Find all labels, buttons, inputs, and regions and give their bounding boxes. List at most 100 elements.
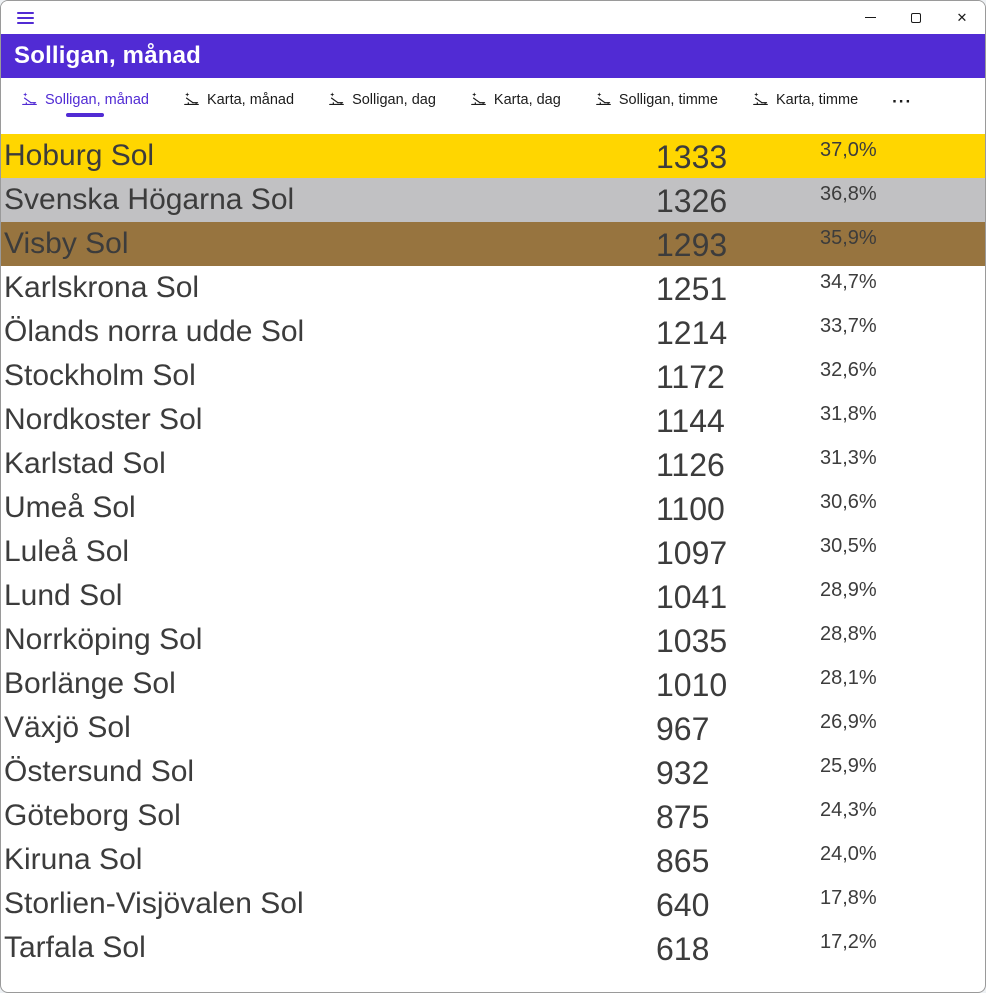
- list-item-storlien-visj-valen-sol[interactable]: Storlien-Visjövalen Sol 640 17,8%: [1, 882, 985, 926]
- station-name: Ölands norra udde Sol: [4, 315, 305, 348]
- close-button[interactable]: ✕: [939, 1, 985, 34]
- list-item-visby-sol[interactable]: Visby Sol 1293 35,9%: [1, 222, 985, 266]
- station-name: Östersund Sol: [4, 755, 195, 788]
- sunshine-percent: 25,9%: [820, 755, 877, 777]
- station-name: Umeå Sol: [4, 491, 136, 524]
- sunshine-percent: 35,9%: [820, 227, 877, 249]
- minimize-icon: [864, 16, 876, 19]
- tab-label: Karta, månad: [207, 91, 295, 108]
- sunshine-hours-value: 1172: [656, 359, 725, 395]
- sunshine-hours-value: 1326: [656, 183, 728, 219]
- tab-karta-timme[interactable]: Karta, timme: [752, 86, 858, 117]
- list-item-lule-sol[interactable]: Luleå Sol 1097 30,5%: [1, 530, 985, 574]
- tab-bar: Solligan, månad Karta, månad Solligan, dag…: [1, 86, 985, 128]
- station-name: Norrköping Sol: [4, 623, 203, 656]
- titlebar: ✕: [1, 1, 985, 34]
- tab-label: Solligan, månad: [45, 91, 149, 108]
- station-name: Stockholm Sol: [4, 359, 196, 392]
- sunshine-percent: 32,6%: [820, 359, 877, 381]
- sunshine-hours-value: 1293: [656, 227, 728, 263]
- sunshine-percent: 34,7%: [820, 271, 877, 293]
- beach-lounger-icon: [184, 92, 199, 106]
- sunshine-percent: 28,1%: [820, 667, 877, 689]
- tab-selection-indicator: [786, 113, 824, 117]
- sunshine-hours-value: 1035: [656, 623, 728, 659]
- page-header: Solligan, månad: [1, 34, 985, 78]
- beach-lounger-icon: [753, 92, 768, 106]
- sunshine-hours-value: 640: [656, 887, 710, 923]
- beach-lounger-icon: [22, 92, 37, 106]
- window-controls: ✕: [847, 1, 985, 34]
- station-name: Tarfala Sol: [4, 931, 146, 964]
- list-item-tarfala-sol[interactable]: Tarfala Sol 618 17,2%: [1, 926, 985, 970]
- sunshine-percent: 33,7%: [820, 315, 877, 337]
- station-name: Lund Sol: [4, 579, 123, 612]
- maximize-button[interactable]: [893, 1, 939, 34]
- beach-lounger-icon: [471, 92, 486, 106]
- list-item-g-teborg-sol[interactable]: Göteborg Sol 875 24,3%: [1, 794, 985, 838]
- tab-label: Solligan, dag: [352, 91, 436, 108]
- minimize-button[interactable]: [847, 1, 893, 34]
- station-name: Göteborg Sol: [4, 799, 181, 832]
- sunshine-percent: 31,8%: [820, 403, 877, 425]
- maximize-icon: [911, 12, 921, 23]
- sunshine-percent: 17,2%: [820, 931, 877, 953]
- station-name: Karlstad Sol: [4, 447, 166, 480]
- sunshine-percent: 26,9%: [820, 711, 877, 733]
- list-item-stockholm-sol[interactable]: Stockholm Sol 1172 32,6%: [1, 354, 985, 398]
- sunshine-hours-value: 1333: [656, 139, 728, 175]
- station-name: Hoburg Sol: [4, 139, 155, 172]
- page-title: Solligan, månad: [14, 42, 202, 69]
- station-name: Svenska Högarna Sol: [4, 183, 295, 216]
- list-item-norrk-ping-sol[interactable]: Norrköping Sol 1035 28,8%: [1, 618, 985, 662]
- tab-karta-m-nad[interactable]: Karta, månad: [183, 86, 294, 117]
- sunshine-percent: 17,8%: [820, 887, 877, 909]
- sunshine-percent: 31,3%: [820, 447, 877, 469]
- tab-solligan-timme[interactable]: Solligan, timme: [595, 86, 718, 117]
- sunshine-hours-value: 1010: [656, 667, 728, 703]
- station-name: Nordkoster Sol: [4, 403, 203, 436]
- list-item-svenska-h-garna-sol[interactable]: Svenska Högarna Sol 1326 36,8%: [1, 178, 985, 222]
- more-tabs-button[interactable]: ···: [892, 86, 912, 112]
- sunshine-hours-value: 1041: [656, 579, 728, 615]
- tab-selection-indicator: [220, 113, 258, 117]
- sunshine-hours-value: 1214: [656, 315, 728, 351]
- tab-karta-dag[interactable]: Karta, dag: [470, 86, 561, 117]
- list-item-v-xj-sol[interactable]: Växjö Sol 967 26,9%: [1, 706, 985, 750]
- sunshine-hours-value: 865: [656, 843, 710, 879]
- station-name: Kiruna Sol: [4, 843, 143, 876]
- tab-selection-indicator: [363, 113, 401, 117]
- station-name: Borlänge Sol: [4, 667, 176, 700]
- tab-selection-indicator: [66, 113, 104, 117]
- tab-solligan-dag[interactable]: Solligan, dag: [328, 86, 436, 117]
- sunshine-percent: 30,5%: [820, 535, 877, 557]
- sunshine-percent: 28,8%: [820, 623, 877, 645]
- list-item-ume-sol[interactable]: Umeå Sol 1100 30,6%: [1, 486, 985, 530]
- station-name: Karlskrona Sol: [4, 271, 200, 304]
- list-item-borl-nge-sol[interactable]: Borlänge Sol 1010 28,1%: [1, 662, 985, 706]
- list-item-lund-sol[interactable]: Lund Sol 1041 28,9%: [1, 574, 985, 618]
- tab-solligan-m-nad[interactable]: Solligan, månad: [21, 86, 149, 117]
- tab-label: Karta, dag: [493, 91, 561, 108]
- sunshine-hours-value: 932: [656, 755, 710, 791]
- sunshine-percent: 36,8%: [820, 183, 877, 205]
- list-item-karlstad-sol[interactable]: Karlstad Sol 1126 31,3%: [1, 442, 985, 486]
- sunshine-percent: 30,6%: [820, 491, 877, 513]
- ranking-list: Hoburg Sol 1333 37,0% Svenska Högarna Sol 13…: [1, 134, 985, 970]
- hamburger-icon: [17, 11, 34, 14]
- sunshine-hours-value: 1126: [656, 447, 725, 483]
- list-item-hoburg-sol[interactable]: Hoburg Sol 1333 37,0%: [1, 134, 985, 178]
- sunshine-percent: 24,3%: [820, 799, 877, 821]
- hamburger-menu-button[interactable]: [15, 8, 36, 28]
- list-item-karlskrona-sol[interactable]: Karlskrona Sol 1251 34,7%: [1, 266, 985, 310]
- tab-label: Karta, timme: [775, 91, 859, 108]
- sunshine-hours-value: 875: [656, 799, 710, 835]
- list-item-kiruna-sol[interactable]: Kiruna Sol 865 24,0%: [1, 838, 985, 882]
- list-item-stersund-sol[interactable]: Östersund Sol 932 25,9%: [1, 750, 985, 794]
- list-item-lands-norra-udde-sol[interactable]: Ölands norra udde Sol 1214 33,7%: [1, 310, 985, 354]
- station-name: Storlien-Visjövalen Sol: [4, 887, 304, 920]
- tab-label: Solligan, timme: [618, 91, 718, 108]
- sunshine-percent: 24,0%: [820, 843, 877, 865]
- list-item-nordkoster-sol[interactable]: Nordkoster Sol 1144 31,8%: [1, 398, 985, 442]
